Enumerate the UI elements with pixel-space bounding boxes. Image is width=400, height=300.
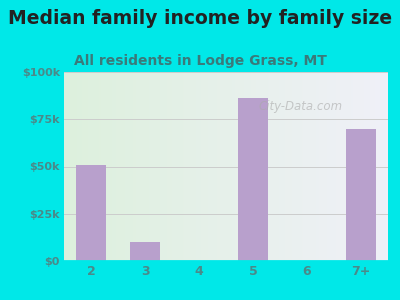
Bar xyxy=(76,165,106,261)
Bar xyxy=(238,98,268,261)
Text: All residents in Lodge Grass, MT: All residents in Lodge Grass, MT xyxy=(74,54,326,68)
Bar xyxy=(346,129,376,261)
Bar xyxy=(130,242,160,261)
Text: Median family income by family size: Median family income by family size xyxy=(8,9,392,28)
Text: City-Data.com: City-Data.com xyxy=(258,100,342,112)
